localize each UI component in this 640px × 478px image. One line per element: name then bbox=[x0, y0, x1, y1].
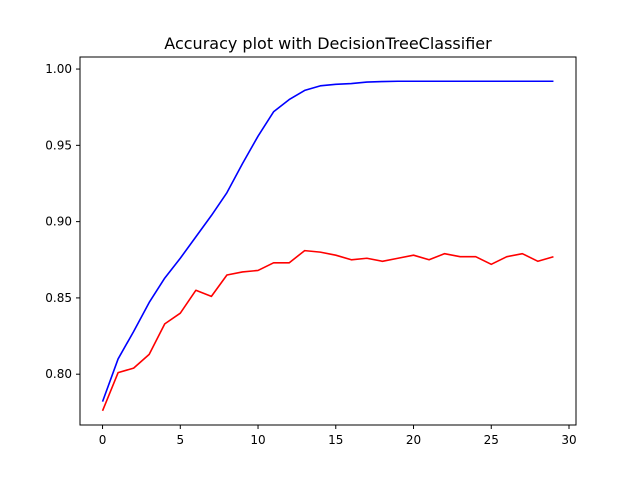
series-line-0 bbox=[101, 80, 554, 402]
y-tick-label: 1.00 bbox=[45, 62, 72, 76]
axes-frame bbox=[79, 56, 577, 426]
series-line-1 bbox=[101, 249, 554, 412]
y-tick-label: 0.85 bbox=[45, 291, 72, 305]
x-tick-label: 5 bbox=[176, 433, 184, 447]
plot-area bbox=[80, 57, 576, 425]
y-tick-label: 0.95 bbox=[45, 138, 72, 152]
x-tick-label: 10 bbox=[250, 433, 265, 447]
chart-title: Accuracy plot with DecisionTreeClassifie… bbox=[164, 34, 492, 53]
x-tick-label: 0 bbox=[99, 433, 107, 447]
x-tick-label: 20 bbox=[406, 433, 421, 447]
x-tick-label: 25 bbox=[484, 433, 499, 447]
plot-background bbox=[80, 57, 576, 425]
x-tick-label: 15 bbox=[328, 433, 343, 447]
axes: 0 5 10 15 20 25 30 0.80 0.85 0.90 0.95 1.00 bbox=[45, 56, 577, 447]
x-tick-label: 30 bbox=[561, 433, 576, 447]
y-tick-label: 0.90 bbox=[45, 215, 72, 229]
y-tick-label: 0.80 bbox=[45, 367, 72, 381]
